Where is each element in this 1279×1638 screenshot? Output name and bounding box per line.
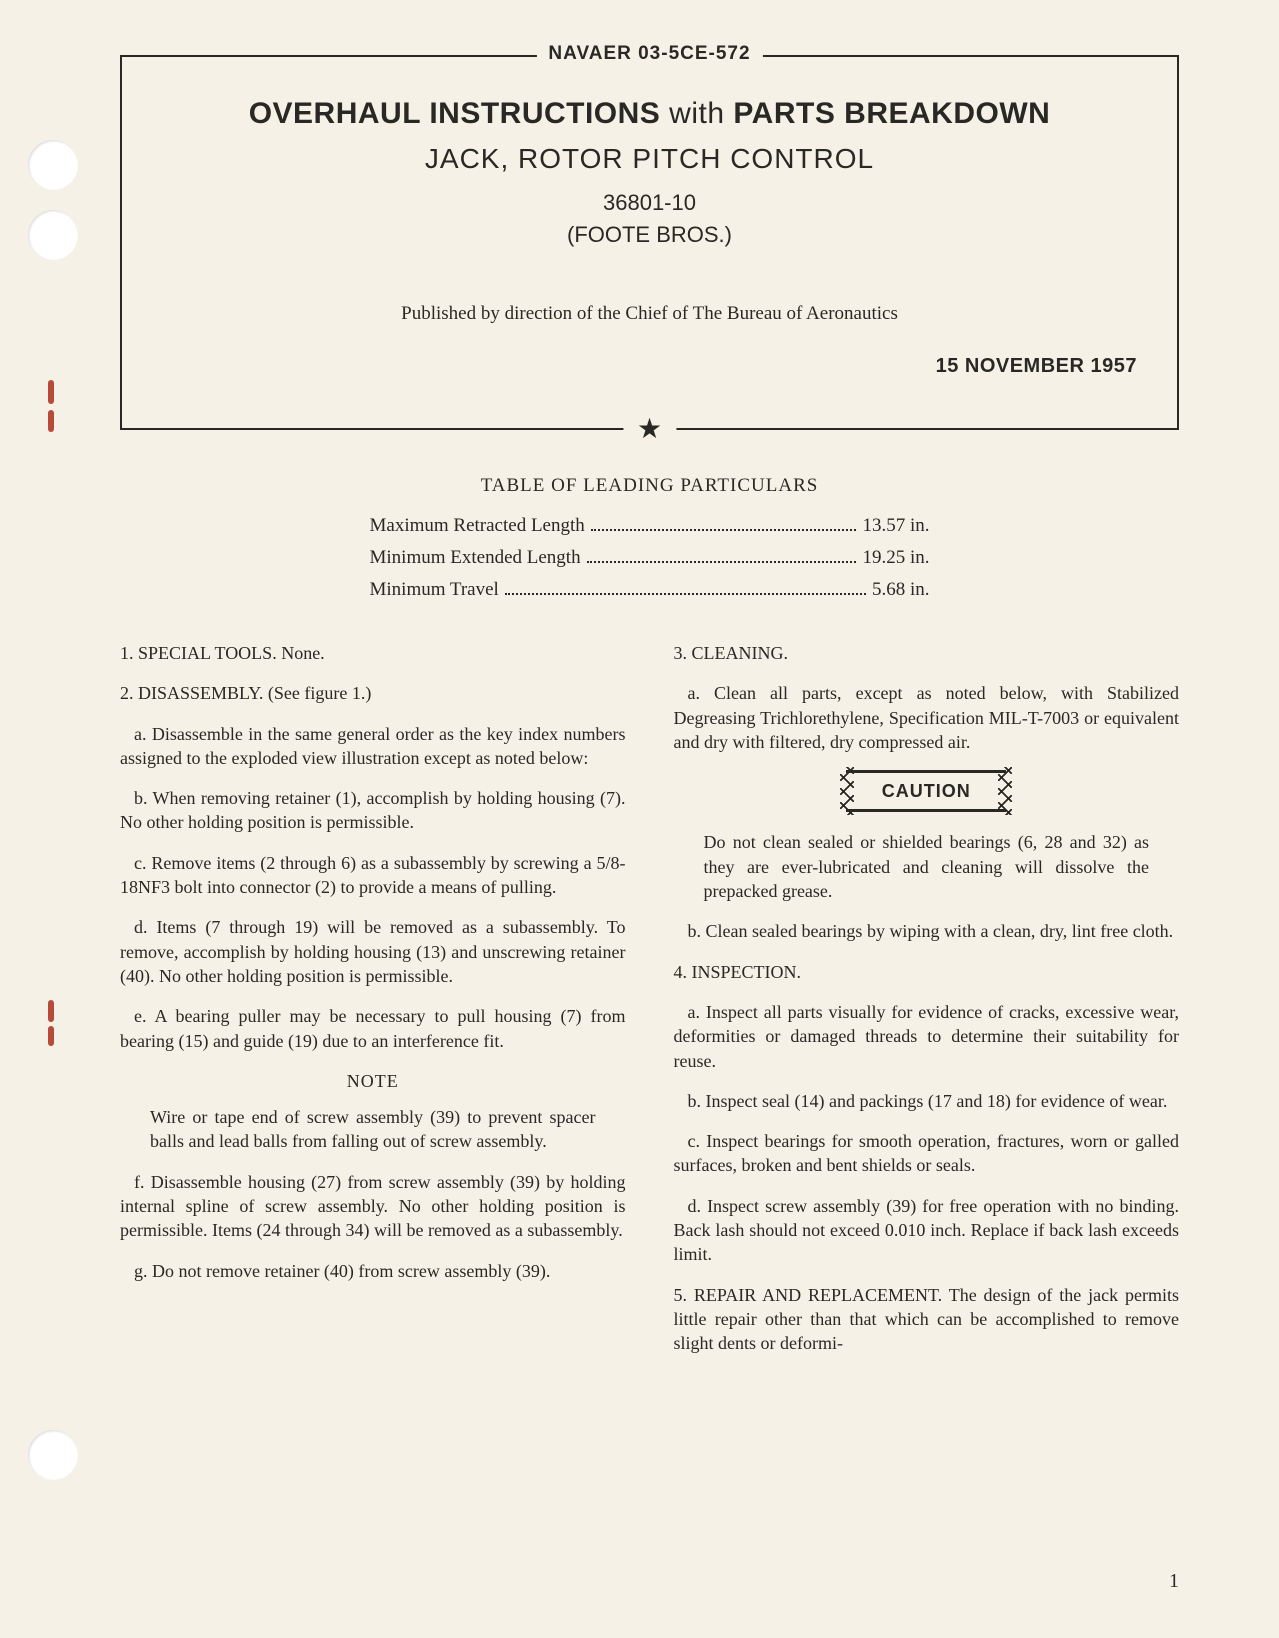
right-column: 3. CLEANING. a. Clean all parts, except … [674,641,1180,1372]
published-by: Published by direction of the Chief of T… [162,303,1137,325]
body-text: g. Do not remove retainer (40) from scre… [120,1259,626,1283]
table-row: Minimum Travel 5.68 in. [370,579,930,601]
body-text: d. Items (7 through 19) will be removed … [120,915,626,988]
particulars-title: TABLE OF LEADING PARTICULARS [120,475,1179,497]
punch-hole [28,1430,78,1480]
particulars-value: 19.25 in. [862,547,929,569]
left-column: 1. SPECIAL TOOLS. None. 2. DISASSEMBLY. … [120,641,626,1372]
document-page: NAVAER 03-5CE-572 OVERHAUL INSTRUCTIONS … [0,0,1279,1638]
body-text: 5. REPAIR AND REPLACEMENT. The design of… [674,1283,1180,1356]
particulars-value: 5.68 in. [872,579,930,601]
particulars-table: Maximum Retracted Length 13.57 in. Minim… [370,515,930,601]
document-title: OVERHAUL INSTRUCTIONS with PARTS BREAKDO… [162,97,1137,131]
binding-mark [48,410,54,432]
binding-mark [48,1000,54,1022]
title-part-a: OVERHAUL INSTRUCTIONS [249,97,661,130]
body-text: a. Disassemble in the same general order… [120,722,626,771]
particulars-label: Minimum Extended Length [370,547,581,569]
note-heading: NOTE [120,1069,626,1093]
particulars-value: 13.57 in. [862,515,929,537]
caution-box: CAUTION [846,770,1006,812]
body-text: a. Clean all parts, except as noted belo… [674,681,1180,754]
body-text: b. When removing retainer (1), accomplis… [120,786,626,835]
body-text: 1. SPECIAL TOOLS. None. [120,641,626,665]
body-text: 4. INSPECTION. [674,960,1180,984]
body-text: d. Inspect screw assembly (39) for free … [674,1194,1180,1267]
leader-dots [505,579,866,595]
binding-mark [48,380,54,404]
body-text: 2. DISASSEMBLY. (See figure 1.) [120,681,626,705]
title-part-b: with [669,97,724,130]
body-text: a. Inspect all parts visually for eviden… [674,1000,1180,1073]
body-columns: 1. SPECIAL TOOLS. None. 2. DISASSEMBLY. … [120,641,1179,1372]
particulars-label: Maximum Retracted Length [370,515,585,537]
binding-mark [48,1026,54,1046]
document-subtitle: JACK, ROTOR PITCH CONTROL [162,143,1137,175]
caution-body: Do not clean sealed or shielded bearings… [674,830,1180,903]
body-text: b. Inspect seal (14) and packings (17 an… [674,1089,1180,1113]
body-text: f. Disassemble housing (27) from screw a… [120,1170,626,1243]
star-icon: ★ [623,416,676,444]
note-body: Wire or tape end of screw assembly (39) … [120,1105,626,1154]
body-text: b. Clean sealed bearings by wiping with … [674,919,1180,943]
page-number: 1 [1169,1570,1179,1593]
manufacturer: (FOOTE BROS.) [162,222,1137,248]
part-number: 36801-10 [162,190,1137,216]
body-text: e. A bearing puller may be necessary to … [120,1004,626,1053]
particulars-label: Minimum Travel [370,579,499,601]
table-row: Maximum Retracted Length 13.57 in. [370,515,930,537]
punch-hole [28,140,78,190]
body-text: c. Inspect bearings for smooth operation… [674,1129,1180,1178]
publish-date: 15 NOVEMBER 1957 [162,355,1137,378]
caution-label: CAUTION [882,781,971,801]
leader-dots [591,515,857,531]
title-part-c: PARTS BREAKDOWN [733,97,1050,130]
document-number: NAVAER 03-5CE-572 [536,43,762,65]
title-frame: NAVAER 03-5CE-572 OVERHAUL INSTRUCTIONS … [120,55,1179,430]
body-text: 3. CLEANING. [674,641,1180,665]
table-row: Minimum Extended Length 19.25 in. [370,547,930,569]
leader-dots [587,547,857,563]
body-text: c. Remove items (2 through 6) as a subas… [120,851,626,900]
punch-hole [28,210,78,260]
